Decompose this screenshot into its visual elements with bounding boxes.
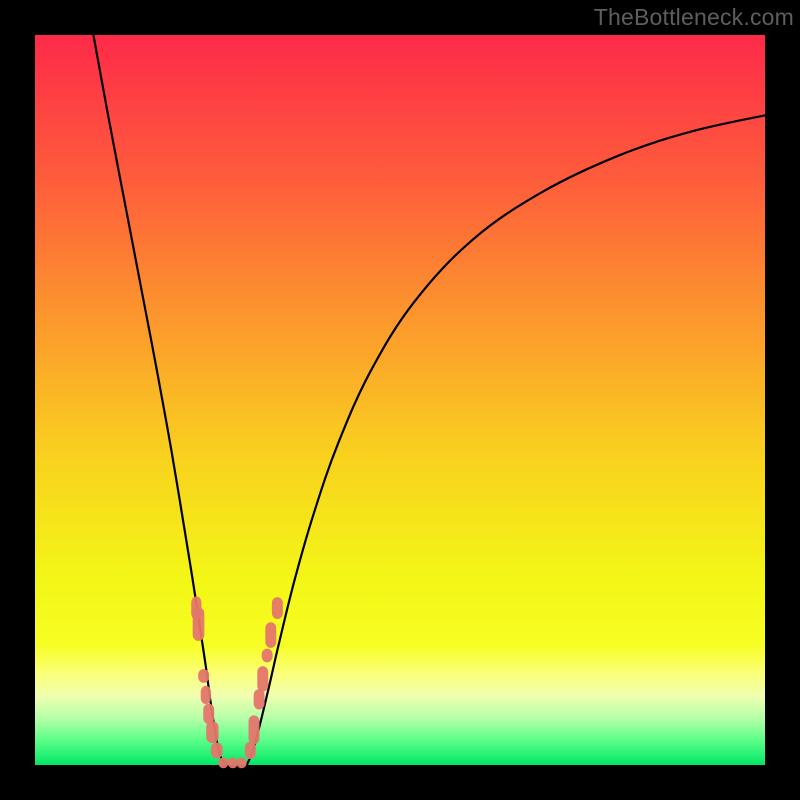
salmon-bump [272, 597, 283, 619]
gradient-background [35, 35, 765, 765]
salmon-bump [218, 757, 228, 768]
salmon-bump [262, 649, 273, 663]
salmon-bump [206, 721, 218, 743]
salmon-bump [257, 666, 268, 692]
salmon-bump [228, 757, 238, 768]
salmon-bump [198, 669, 209, 683]
salmon-bump [203, 704, 214, 724]
salmon-bump [236, 757, 246, 768]
chart-svg [0, 0, 800, 800]
salmon-bump [193, 607, 205, 641]
chart-frame: TheBottleneck.com [0, 0, 800, 800]
salmon-bump [249, 715, 260, 744]
salmon-bump [265, 622, 276, 648]
watermark-text: TheBottleneck.com [594, 4, 794, 31]
salmon-bump [211, 742, 223, 758]
salmon-bump [254, 689, 265, 709]
salmon-bump [201, 686, 211, 704]
